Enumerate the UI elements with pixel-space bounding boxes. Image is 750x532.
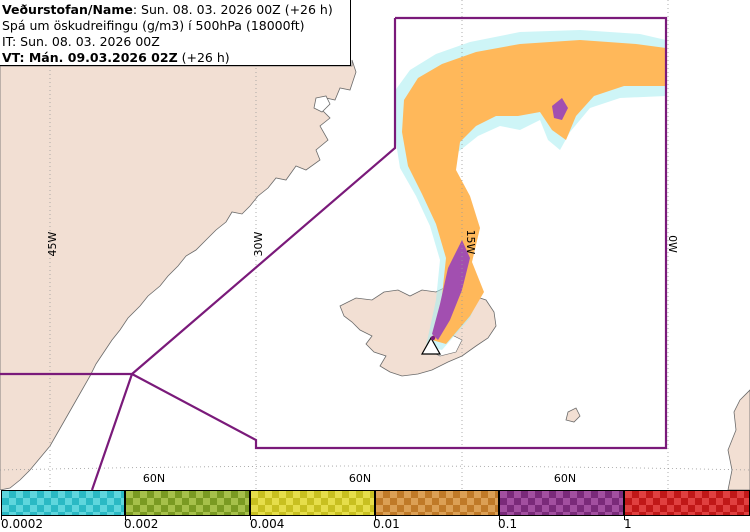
legend-tick: [499, 515, 500, 520]
volcano-triangle-icon: [420, 336, 442, 355]
legend-label-0.0002: 0.0002: [1, 517, 43, 531]
lon-label-0w: 0W: [666, 235, 679, 253]
lat-label-right: 60N: [554, 472, 576, 485]
legend-tick: [125, 515, 126, 520]
legend-label-1: 1: [624, 517, 632, 531]
graticule: [0, 0, 750, 490]
volcano-marker: [420, 335, 442, 355]
header-valid-time: VT: Mán. 09.03.2026 02Z: [2, 50, 178, 65]
fir-boundary: [0, 16, 668, 490]
header-lead-time: (+26 h): [177, 50, 230, 65]
lat-label-mid: 60N: [349, 472, 371, 485]
legend-tick: [375, 515, 376, 520]
legend-label-0.002: 0.002: [124, 517, 159, 531]
legend-swatch-6: [624, 490, 750, 516]
forecast-header: Veðurstofan/Name: Sun. 08. 03. 2026 00Z …: [0, 0, 351, 66]
legend-tick: [1, 515, 2, 520]
lon-label-30w: 30W: [252, 231, 265, 256]
ash-low-concentration: [402, 40, 666, 344]
header-line-3: IT: Sun. 08. 03. 2026 00Z: [2, 34, 160, 49]
eruption-point-icon: [430, 335, 436, 341]
lon-label-45w: 45W: [46, 231, 59, 256]
legend-tick: [250, 515, 251, 520]
legend-tick: [624, 515, 625, 520]
legend-swatch-3: [250, 490, 375, 516]
greenland-landmass: [0, 59, 357, 490]
header-agency-label: Veðurstofan/Name: [2, 2, 133, 17]
faroe-islands: [565, 407, 581, 423]
header-run-time: : Sun. 08. 03. 2026 00Z (+26 h): [132, 2, 333, 17]
legend-label-0.004: 0.004: [250, 517, 285, 531]
header-line-4: VT: Mán. 09.03.2026 02Z (+26 h): [2, 50, 350, 66]
ash-high-concentration-north: [552, 98, 568, 120]
legend-label-0.01: 0.01: [373, 517, 400, 531]
ash-high-concentration: [432, 240, 470, 340]
header-line-2: Spá um öskudreifingu (g/m3) í 500hPa (18…: [2, 18, 305, 33]
concentration-legend: 0.0002 0.002 0.004 0.01 0.1 1: [0, 490, 750, 532]
legend-swatch-1: [1, 490, 125, 516]
lat-label-left: 60N: [143, 472, 165, 485]
map-canvas: 45W 30W 15W 0W 60N 60N 60N: [0, 0, 750, 490]
ash-cloud: [394, 30, 666, 350]
legend-swatch-5: [499, 490, 624, 516]
legend-label-0.1: 0.1: [498, 517, 518, 531]
legend-swatch-2: [125, 490, 250, 516]
header-line-1: Veðurstofan/Name: Sun. 08. 03. 2026 00Z …: [2, 2, 350, 18]
greenland-fjord: [313, 95, 331, 113]
lon-label-15w: 15W: [464, 230, 477, 255]
legend-swatch-4: [375, 490, 499, 516]
